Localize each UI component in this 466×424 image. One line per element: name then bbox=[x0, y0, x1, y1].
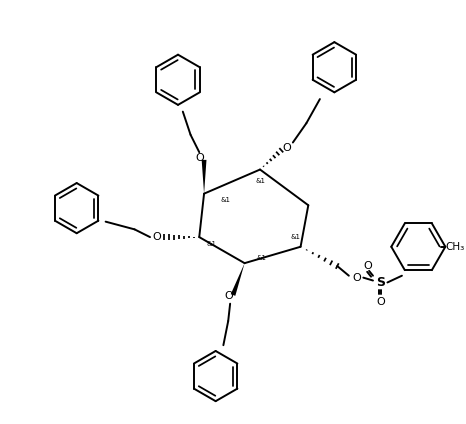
Text: O: O bbox=[377, 297, 385, 307]
Text: O: O bbox=[225, 291, 233, 301]
Text: O: O bbox=[196, 153, 205, 163]
Polygon shape bbox=[202, 160, 206, 194]
Polygon shape bbox=[231, 263, 245, 296]
Text: &1: &1 bbox=[255, 178, 265, 184]
Text: S: S bbox=[376, 276, 385, 289]
Text: &1: &1 bbox=[207, 241, 217, 247]
Text: &1: &1 bbox=[220, 198, 230, 204]
Text: O: O bbox=[352, 273, 361, 283]
Text: &1: &1 bbox=[291, 234, 301, 240]
Text: O: O bbox=[364, 261, 372, 271]
Text: O: O bbox=[152, 232, 161, 242]
Text: CH₃: CH₃ bbox=[445, 242, 465, 252]
Text: &1: &1 bbox=[257, 255, 267, 261]
Text: O: O bbox=[283, 143, 291, 153]
